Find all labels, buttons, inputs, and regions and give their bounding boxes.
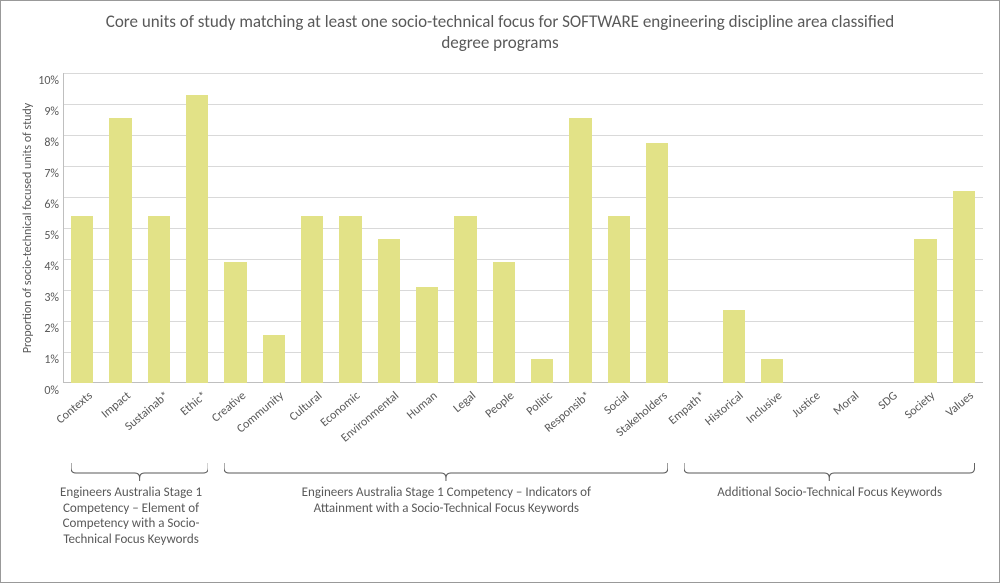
bracket-label: Additional Socio-Technical Focus Keyword… <box>695 485 965 501</box>
bar <box>914 239 936 383</box>
bar <box>493 262 515 383</box>
x-tick-label: Justice <box>790 389 824 421</box>
x-tick-label: Values <box>944 389 977 420</box>
bar <box>761 359 783 383</box>
bar <box>723 310 745 383</box>
bar <box>71 216 93 383</box>
y-tick-label: 4% <box>44 260 59 274</box>
y-tick-label: 2% <box>44 322 59 336</box>
y-tick-label: 0% <box>44 384 59 398</box>
bar <box>646 143 668 383</box>
y-tick-label: 10% <box>38 74 59 88</box>
bracket-label: Engineers Australia Stage 1 Competency –… <box>296 485 596 516</box>
bar <box>454 216 476 383</box>
group-brackets: Engineers Australia Stage 1 Competency –… <box>63 463 983 578</box>
x-tick-label: Social <box>601 389 632 418</box>
bar <box>608 216 630 383</box>
bracket-icon <box>684 463 975 485</box>
y-tick-label: 3% <box>44 291 59 305</box>
x-tick-label: Human <box>404 389 440 422</box>
x-tick-label: People <box>482 389 517 421</box>
x-tick-label: Ethic* <box>178 389 210 419</box>
y-tick-label: 7% <box>44 167 59 181</box>
bar <box>224 262 246 383</box>
bar <box>109 118 131 383</box>
bracket-icon <box>224 463 668 485</box>
plot-area <box>63 73 983 383</box>
x-tick-label: Empath* <box>666 389 708 428</box>
x-tick-label: Contexts <box>54 389 96 427</box>
bracket-label: Engineers Australia Stage 1 Competency –… <box>46 485 216 547</box>
bars <box>63 73 983 383</box>
x-tick-label: Politic <box>524 389 556 419</box>
bar <box>953 191 975 383</box>
x-tick-label: SDG <box>875 389 900 413</box>
y-tick-label: 1% <box>44 353 59 367</box>
bar <box>416 287 438 383</box>
bar <box>378 239 400 383</box>
chart-title: Core units of study matching at least on… <box>1 1 999 58</box>
y-tick-label: 9% <box>44 105 59 119</box>
bar <box>531 359 553 383</box>
x-tick-label: Legal <box>450 389 478 416</box>
x-tick-label: Inclusive <box>744 389 785 427</box>
bar <box>569 118 591 383</box>
y-axis: 0%1%2%3%4%5%6%7%8%9%10% <box>29 73 63 383</box>
bracket-icon <box>71 463 208 485</box>
bar <box>339 216 361 383</box>
x-tick-label: Historical <box>703 389 747 429</box>
bar <box>148 216 170 383</box>
x-tick-label: Moral <box>831 389 862 418</box>
bar <box>263 335 285 383</box>
y-tick-label: 5% <box>44 229 59 243</box>
y-tick-label: 8% <box>44 136 59 150</box>
x-tick-label: Society <box>903 389 939 422</box>
x-axis-labels: ContextsImpactSustainab*Ethic*CreativeCo… <box>63 385 983 475</box>
bar <box>301 216 323 383</box>
chart-container: Core units of study matching at least on… <box>0 0 1000 583</box>
y-tick-label: 6% <box>44 198 59 212</box>
bar <box>186 95 208 383</box>
